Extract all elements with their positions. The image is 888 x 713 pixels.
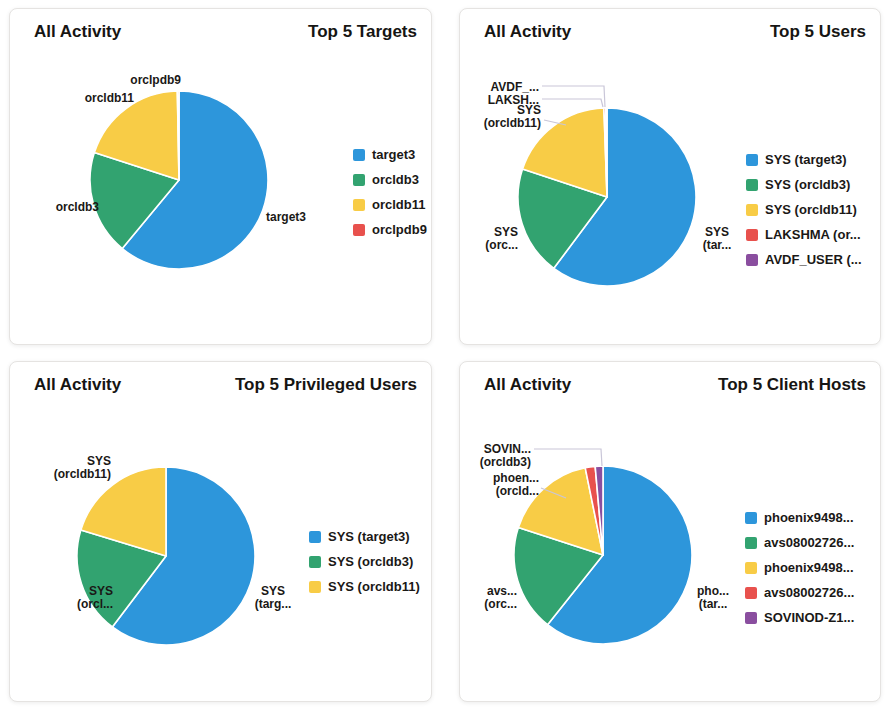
legend-swatch — [746, 204, 758, 216]
legend-label: SYS (orcldb11) — [328, 579, 420, 594]
card-title-all-activity: All Activity — [484, 22, 571, 42]
slice-label-target3: target3 — [266, 211, 306, 224]
slice-label-orclpdb9: orclpdb9 — [81, 74, 181, 87]
legend-item[interactable]: phoenix9498... — [745, 555, 854, 580]
legend-swatch — [309, 531, 321, 543]
slice-label-sys-orcldb3: SYS (orc... — [460, 226, 518, 252]
legend-swatch — [746, 254, 758, 266]
legend-swatch — [745, 512, 757, 524]
slice-label-sys-target3: SYS (targ... — [249, 585, 297, 611]
legend-label: orcldb3 — [372, 172, 419, 187]
legend-swatch — [745, 587, 757, 599]
card-top-5-targets: All Activity Top 5 Targets orclpdb9 orcl… — [9, 8, 432, 345]
legend-item[interactable]: SYS (orcldb3) — [309, 549, 420, 574]
legend-item[interactable]: orcldb3 — [353, 167, 427, 192]
legend-item[interactable]: AVDF_USER (... — [746, 247, 862, 272]
pie-chart-top-5-users[interactable] — [516, 106, 698, 288]
legend-swatch — [746, 154, 758, 166]
legend-item[interactable]: LAKSHMA (or... — [746, 222, 862, 247]
legend-item[interactable]: SYS (target3) — [309, 524, 420, 549]
legend-item[interactable]: avs08002726... — [745, 530, 854, 555]
legend-label: SYS (orcldb11) — [765, 202, 857, 217]
chart-title-top-5-users: Top 5 Users — [770, 22, 866, 42]
chart-title-top-5-privileged-users: Top 5 Privileged Users — [235, 375, 417, 395]
chart-title-top-5-targets: Top 5 Targets — [308, 22, 417, 42]
legend: SYS (target3) SYS (orcldb3) SYS (orcldb1… — [309, 524, 420, 599]
legend-item[interactable]: avs08002726... — [745, 580, 854, 605]
legend-label: phoenix9498... — [764, 560, 854, 575]
slice-label-avs-orcldb3: avs... (orc... — [460, 585, 517, 611]
legend-label: orclpdb9 — [372, 222, 427, 237]
legend: target3 orcldb3 orcldb11 orclpdb9 — [353, 142, 427, 242]
legend-swatch — [745, 562, 757, 574]
legend-item[interactable]: orclpdb9 — [353, 217, 427, 242]
chart-title-top-5-client-hosts: Top 5 Client Hosts — [718, 375, 866, 395]
legend-item[interactable]: SYS (target3) — [746, 147, 862, 172]
slice-label-orcldb3: orcldb3 — [10, 201, 99, 214]
legend-swatch — [309, 581, 321, 593]
legend-label: SYS (target3) — [765, 152, 847, 167]
slice-label-phoenix-target3: pho... (tar... — [690, 585, 736, 611]
slice-label-orcldb11: orcldb11 — [34, 92, 134, 105]
legend-swatch — [309, 556, 321, 568]
legend-item[interactable]: SYS (orcldb11) — [309, 574, 420, 599]
leader-line — [542, 86, 605, 107]
slice-label-sys-orcldb11: SYS (orcldb11) — [11, 455, 111, 481]
card-top-5-client-hosts: All Activity Top 5 Client Hosts SOVIN...… — [459, 361, 881, 702]
legend-swatch — [353, 224, 365, 236]
legend-item[interactable]: SYS (orcldb3) — [746, 172, 862, 197]
card-title-all-activity: All Activity — [484, 375, 571, 395]
legend-label: AVDF_USER (... — [765, 252, 862, 267]
legend-item[interactable]: phoenix9498... — [745, 505, 854, 530]
legend-label: orcldb11 — [372, 197, 425, 212]
card-top-5-privileged-users: All Activity Top 5 Privileged Users SYS … — [9, 361, 432, 702]
card-top-5-users: All Activity Top 5 Users AVDF_... LAKSH.… — [459, 8, 881, 345]
legend-swatch — [353, 199, 365, 211]
pie-chart-top-5-privileged-users[interactable] — [75, 465, 257, 647]
slice-label-phoenix-orcldb: phoen... (orcld... — [460, 472, 539, 498]
legend-swatch — [745, 537, 757, 549]
legend: SYS (target3) SYS (orcldb3) SYS (orcldb1… — [746, 147, 862, 272]
legend-item[interactable]: SYS (orcldb11) — [746, 197, 862, 222]
legend-label: SYS (orcldb3) — [765, 177, 850, 192]
legend-swatch — [353, 174, 365, 186]
legend-label: target3 — [372, 147, 415, 162]
legend-label: phoenix9498... — [764, 510, 854, 525]
legend-item[interactable]: SOVINOD-Z1... — [745, 605, 854, 630]
pie-chart-top-5-client-hosts[interactable] — [512, 464, 694, 646]
slice-label-sys-target3: SYS (tar... — [692, 226, 742, 252]
legend-label: SYS (target3) — [328, 529, 410, 544]
card-title-all-activity: All Activity — [34, 22, 121, 42]
legend-label: SYS (orcldb3) — [328, 554, 413, 569]
pie-chart-top-5-targets[interactable] — [88, 89, 270, 271]
legend-label: avs08002726... — [764, 535, 854, 550]
legend-item[interactable]: orcldb11 — [353, 192, 427, 217]
legend-swatch — [745, 612, 757, 624]
card-title-all-activity: All Activity — [34, 375, 121, 395]
legend-label: LAKSHMA (or... — [765, 227, 861, 242]
legend-swatch — [353, 149, 365, 161]
legend-swatch — [746, 229, 758, 241]
slice-label-sys-orcldb11: SYS (orcldb11) — [460, 104, 541, 130]
slice-label-sys-orcldb3: SYS (orcl... — [13, 585, 113, 611]
slice-label-sovinod: SOVIN... (orcldb3) — [460, 443, 531, 469]
legend-swatch — [746, 179, 758, 191]
legend-item[interactable]: target3 — [353, 142, 427, 167]
legend-label: SOVINOD-Z1... — [764, 610, 854, 625]
legend: phoenix9498... avs08002726... phoenix949… — [745, 505, 854, 630]
legend-label: avs08002726... — [764, 585, 854, 600]
